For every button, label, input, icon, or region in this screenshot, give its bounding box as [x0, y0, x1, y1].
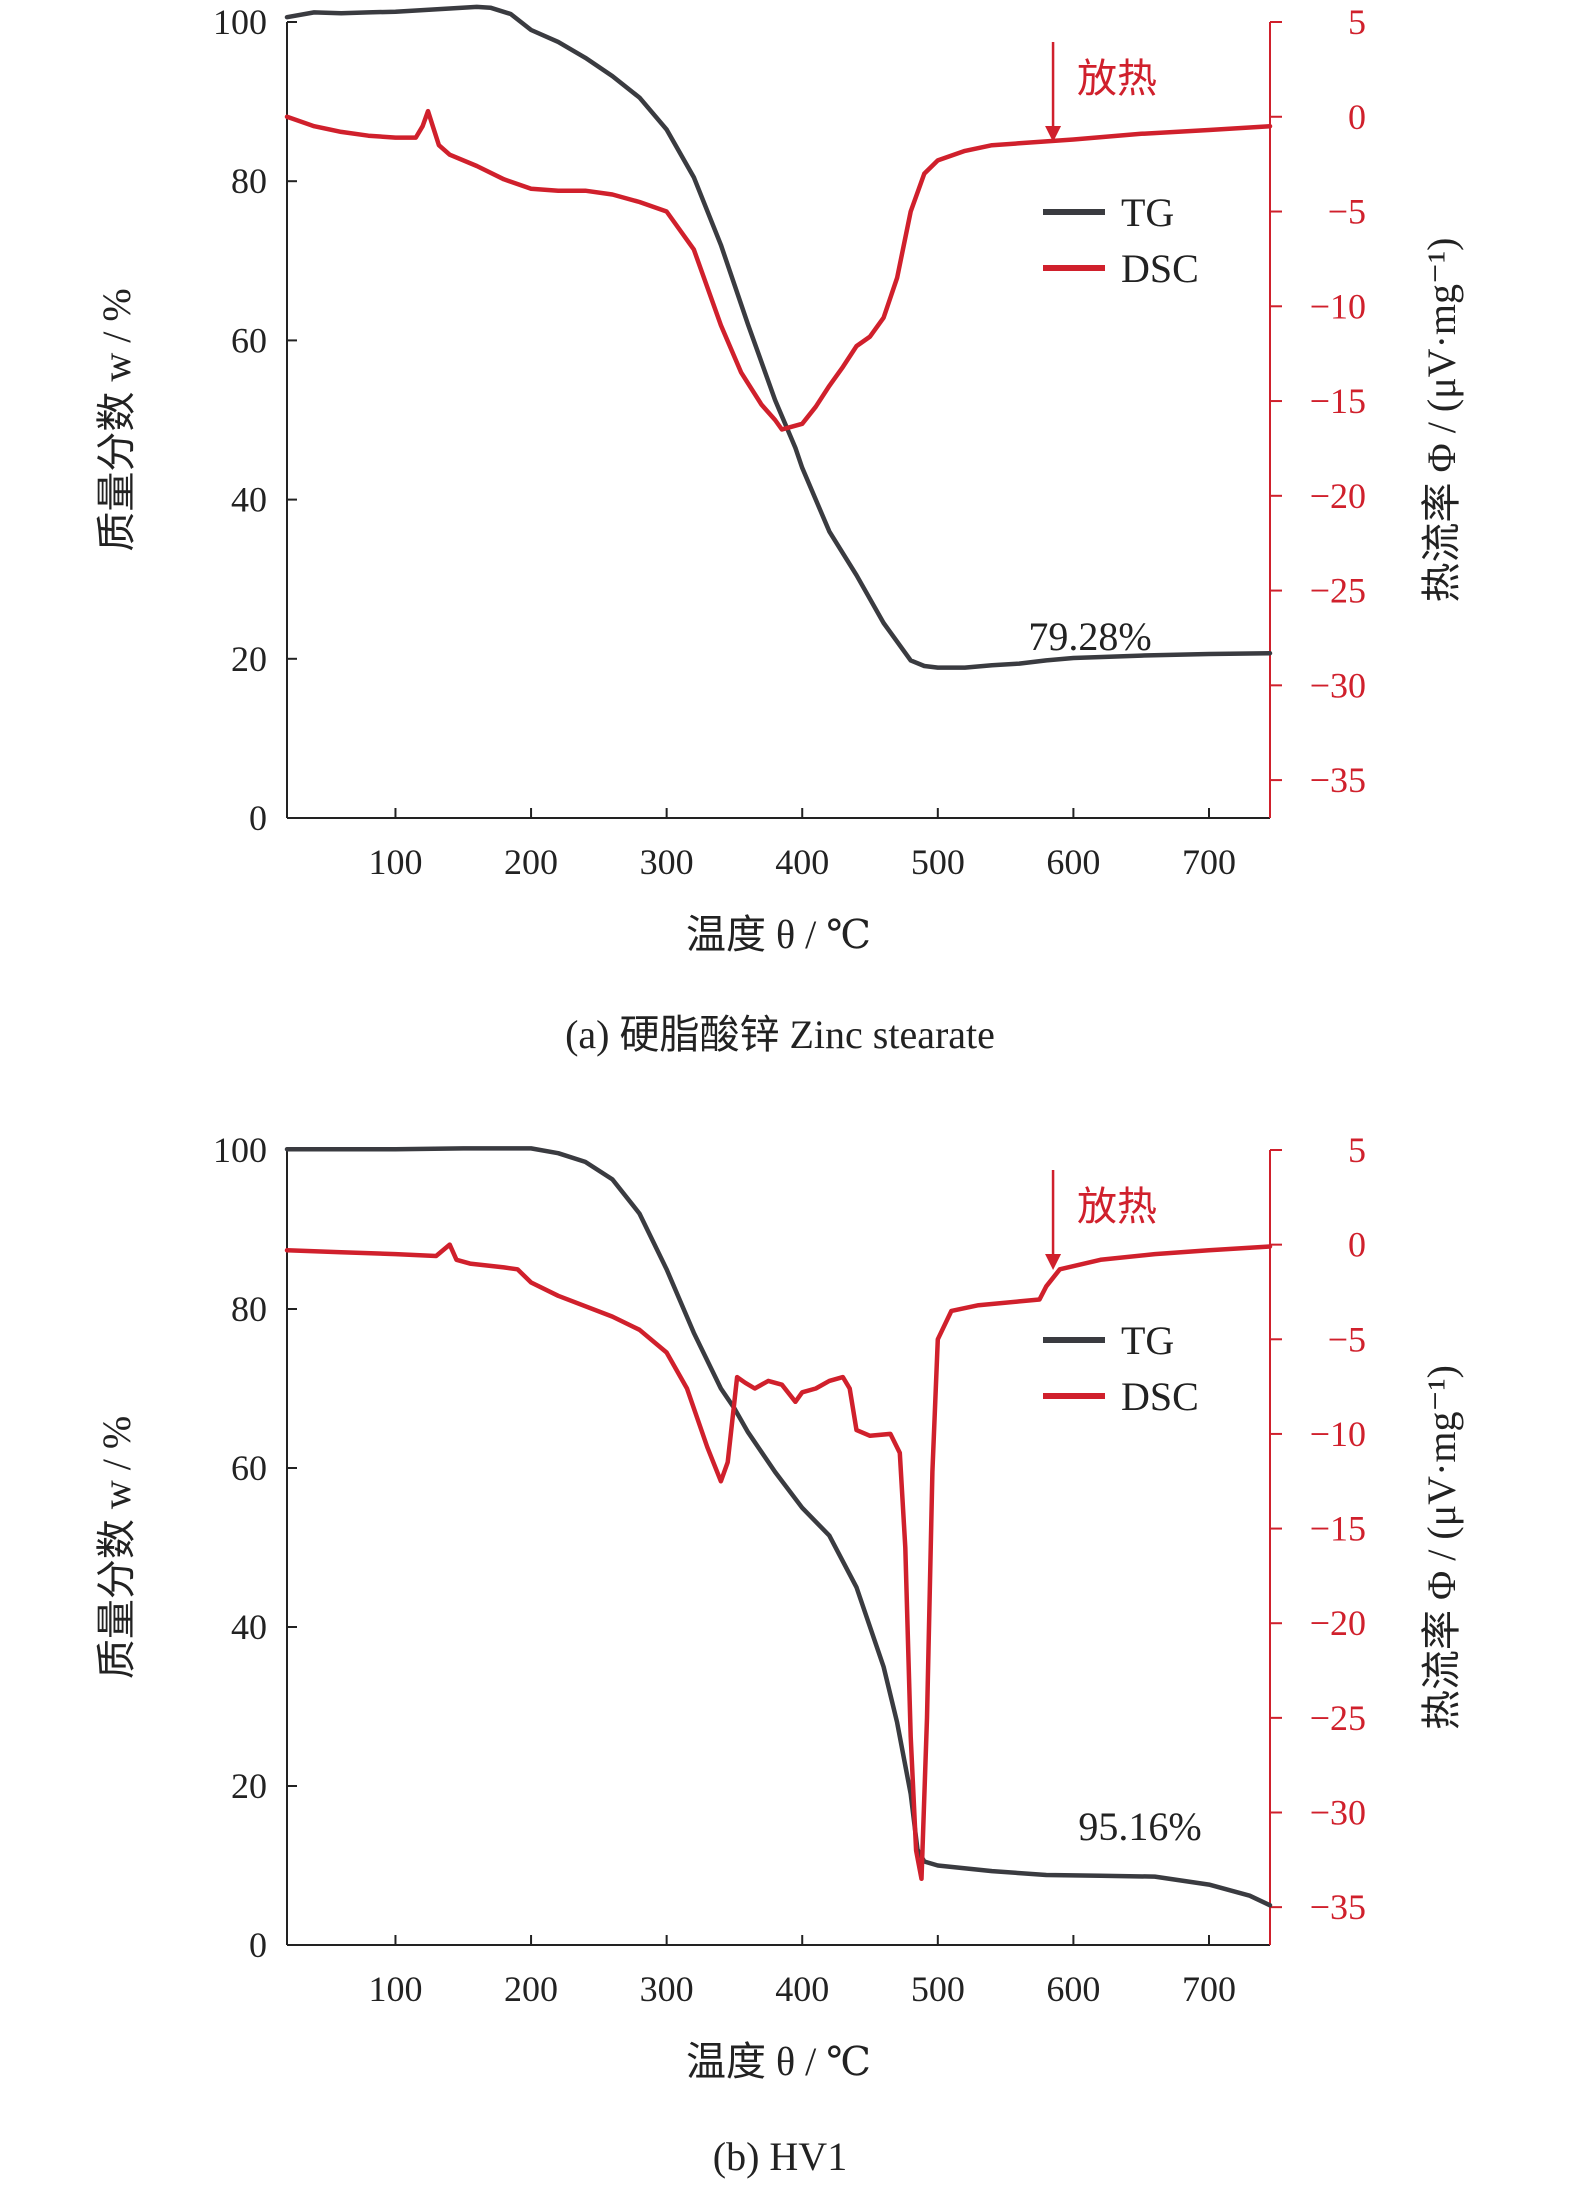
series-dsc-line	[284, 108, 1273, 432]
x-tick-label: 500	[911, 842, 965, 882]
x-tick-label: 200	[504, 1969, 558, 2009]
exo-arrowhead-icon	[1045, 1254, 1062, 1270]
mass-loss-annotation: 95.16%	[1078, 1804, 1201, 1849]
exo-label: 放热	[1077, 56, 1157, 101]
panel-b-caption: (b) HV1	[713, 2134, 847, 2179]
left-y-tick-label: 80	[231, 161, 267, 201]
left-axis-title: 质量分数 w / %	[94, 288, 139, 551]
exo-arrowhead-icon	[1045, 126, 1062, 142]
panel-a-caption: (a) 硬脂酸锌 Zinc stearate	[565, 1012, 995, 1057]
right-y-tick-label: 0	[1348, 97, 1366, 137]
left-y-tick-label: 40	[231, 480, 267, 520]
right-y-tick-label: −15	[1310, 381, 1366, 421]
legend-dsc-label: DSC	[1121, 1374, 1199, 1419]
right-y-tick-label: −5	[1328, 1319, 1366, 1359]
left-y-tick-label: 80	[231, 1289, 267, 1329]
x-tick-label: 400	[775, 842, 829, 882]
panel-a-chart: (a) 硬脂酸锌 Zinc stearate 100 200 300 400 500 60…	[94, 2, 1464, 1057]
series-tg-line	[284, 1146, 1273, 1908]
x-tick-label: 700	[1182, 842, 1236, 882]
left-axis-title: 质量分数 w / %	[94, 1416, 139, 1679]
x-tick-label: 400	[775, 1969, 829, 2009]
right-y-tick-label: −10	[1310, 1414, 1366, 1454]
right-y-tick-label: 5	[1348, 1130, 1366, 1170]
right-y-tick-label: −10	[1310, 286, 1366, 326]
right-axis-title: 热流率 Φ / (μV·mg⁻¹)	[1419, 238, 1464, 603]
panel-b-chart: (b) HV1 100 200 300 400 500 600 700 0 20 40 60 80 10…	[94, 1130, 1464, 2179]
right-axis-title: 热流率 Φ / (μV·mg⁻¹)	[1419, 1365, 1464, 1730]
left-y-tick-label: 20	[231, 639, 267, 679]
x-tick-label: 100	[368, 842, 422, 882]
left-y-tick-label: 20	[231, 1766, 267, 1806]
x-axis-title: 温度 θ / ℃	[686, 2039, 871, 2084]
x-tick-label: 300	[640, 842, 694, 882]
x-tick-label: 200	[504, 842, 558, 882]
left-y-tick-label: 60	[231, 320, 267, 360]
x-tick-label: 300	[640, 1969, 694, 2009]
mass-loss-annotation: 79.28%	[1028, 614, 1151, 659]
series-tg-line	[284, 4, 1273, 670]
right-y-tick-label: −20	[1310, 1603, 1366, 1643]
legend-tg-label: TG	[1121, 1318, 1174, 1363]
right-y-tick-label: 0	[1348, 1225, 1366, 1265]
x-tick-label: 500	[911, 1969, 965, 2009]
legend-tg-label: TG	[1121, 190, 1174, 235]
x-tick-label: 700	[1182, 1969, 1236, 2009]
x-tick-label: 600	[1046, 842, 1100, 882]
x-tick-label: 100	[368, 1969, 422, 2009]
legend-dsc-label: DSC	[1121, 246, 1199, 291]
series-dsc-line	[284, 1242, 1273, 1882]
right-y-tick-label: −30	[1310, 665, 1366, 705]
right-y-tick-label: −30	[1310, 1793, 1366, 1833]
x-tick-label: 600	[1046, 1969, 1100, 2009]
left-y-tick-label: 100	[213, 2, 267, 42]
left-y-tick-label: 100	[213, 1130, 267, 1170]
left-y-tick-label: 40	[231, 1607, 267, 1647]
right-y-tick-label: −25	[1310, 571, 1366, 611]
right-y-tick-label: −35	[1310, 760, 1366, 800]
x-axis-title: 温度 θ / ℃	[686, 912, 871, 957]
right-y-tick-label: −20	[1310, 476, 1366, 516]
right-y-tick-label: −15	[1310, 1509, 1366, 1549]
right-y-tick-label: −5	[1328, 192, 1366, 232]
right-y-tick-label: −35	[1310, 1887, 1366, 1927]
left-y-tick-label: 60	[231, 1448, 267, 1488]
left-y-tick-label: 0	[249, 1925, 267, 1965]
exo-label: 放热	[1077, 1184, 1157, 1229]
right-y-tick-label: 5	[1348, 2, 1366, 42]
left-y-tick-label: 0	[249, 798, 267, 838]
right-y-tick-label: −25	[1310, 1698, 1366, 1738]
